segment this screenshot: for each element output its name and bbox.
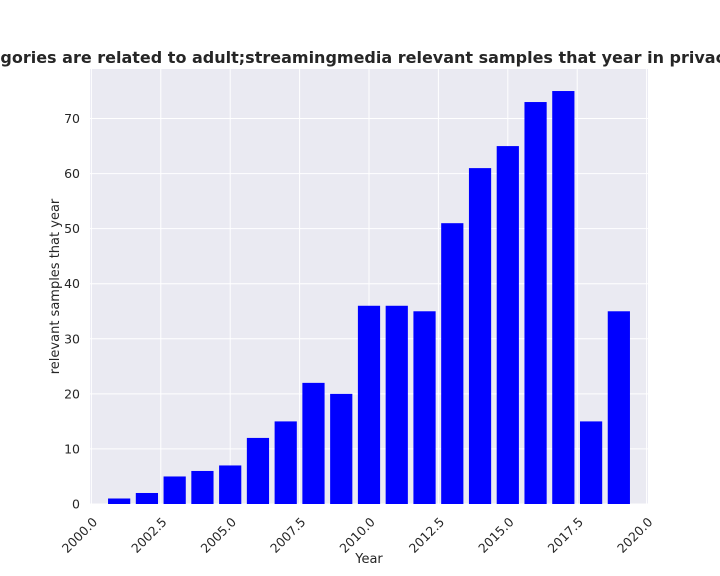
bars [108,91,630,505]
bar-2001 [108,498,131,504]
bar-2019 [607,311,630,504]
bar-2013 [441,223,464,504]
y-tick-label: 30 [64,331,80,346]
bar-2012 [413,311,436,504]
bar-2015 [496,146,519,504]
y-tick-label: 60 [64,166,80,181]
bar-2003 [163,476,186,504]
bar-2018 [579,421,603,504]
x-tick-label: 2005.0 [198,514,240,556]
bar-2008 [302,382,325,504]
bar-2007 [274,421,297,504]
x-tick-label: 2000.0 [59,514,101,556]
y-axis-label: relevant samples that year [48,198,63,374]
x-tick-label: 2007.5 [267,514,309,556]
bar-2016 [524,102,547,505]
y-tick-label: 50 [64,221,80,236]
x-tick-label: 2010.0 [336,514,378,556]
bar-2002 [135,492,159,504]
x-tick-label: 2012.5 [406,514,448,556]
bar-2006 [246,437,270,504]
chart-title: ion categories are related to adult;stre… [0,48,720,67]
y-tick-label: 20 [64,386,80,401]
bar-2005 [219,465,242,504]
x-axis-label: Year [354,552,383,567]
bar-2010 [357,305,381,504]
bar-2017 [552,91,575,504]
x-axis-ticks: 2000.0 2002.5 2005.0 2007.5 2010.0 2012.5 2015… [59,514,656,556]
bar-2009 [330,393,353,504]
x-tick-label: 2015.0 [475,514,517,556]
y-tick-label: 10 [64,441,80,456]
bar-2004 [191,470,214,504]
x-tick-label: 2017.5 [545,514,587,556]
bar-2011 [385,305,408,504]
x-tick-label: 2002.5 [128,514,170,556]
y-axis-ticks: 0 10 20 30 40 50 60 70 [64,111,80,511]
y-tick-label: 0 [72,497,80,512]
bar-2014 [468,168,492,504]
y-tick-label: 70 [64,111,80,126]
x-tick-label: 2020.0 [614,514,656,556]
y-tick-label: 40 [64,276,80,291]
